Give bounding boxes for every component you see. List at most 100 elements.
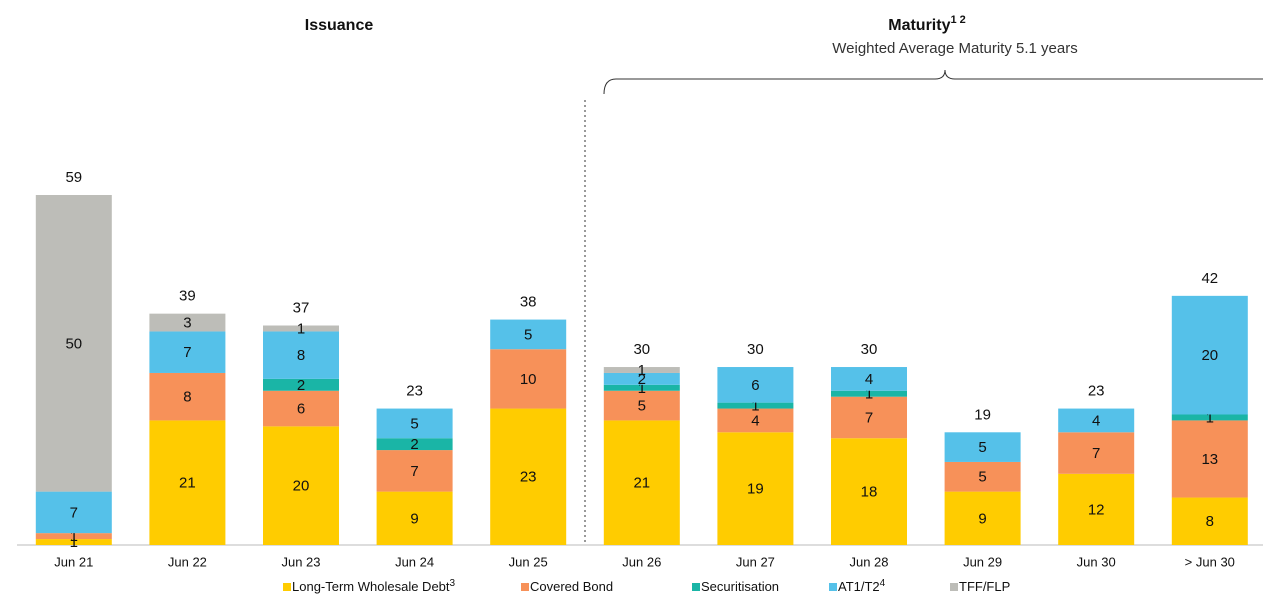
bar-segment bbox=[1171, 420, 1248, 498]
segment-label: 12 bbox=[1088, 501, 1105, 518]
chart-title: Issuance bbox=[305, 17, 374, 34]
title-superscript: 1 2 bbox=[950, 14, 965, 26]
segment-label: 7 bbox=[410, 463, 418, 480]
segment-label: 4 bbox=[1092, 412, 1100, 429]
bar-segment bbox=[490, 408, 567, 545]
segment-label: 3 bbox=[183, 315, 191, 332]
total-label: 42 bbox=[1201, 270, 1218, 287]
legend-label: TFF/FLP bbox=[959, 579, 1010, 594]
legend-swatch bbox=[521, 583, 529, 591]
segment-label: 20 bbox=[1201, 347, 1218, 364]
segment-label: 2 bbox=[297, 377, 305, 394]
total-label: 30 bbox=[747, 341, 764, 358]
x-tick-label: > Jun 30 bbox=[1185, 554, 1235, 569]
bar-segment bbox=[1171, 414, 1248, 421]
segment-label: 2 bbox=[638, 371, 646, 388]
bar-segment bbox=[376, 491, 453, 545]
bar-segment bbox=[831, 438, 907, 545]
legend-name: Covered Bond bbox=[530, 579, 613, 594]
segment-label: 21 bbox=[633, 475, 650, 492]
segment-label: 1 bbox=[865, 386, 873, 403]
bar-segment bbox=[376, 450, 453, 492]
bar-segment bbox=[831, 390, 907, 397]
x-tick-label: Jun 22 bbox=[168, 554, 207, 569]
legend-superscript: 4 bbox=[880, 578, 886, 589]
bar-segment bbox=[35, 195, 112, 492]
bar-segment bbox=[944, 461, 1021, 492]
x-tick-label: Jun 21 bbox=[54, 554, 93, 569]
total-label: 37 bbox=[293, 299, 310, 316]
bar-segment bbox=[263, 331, 339, 379]
bar-segment bbox=[944, 432, 1021, 462]
segment-label: 2 bbox=[410, 436, 418, 453]
legend-name: Long-Term Wholesale Debt bbox=[292, 579, 450, 594]
total-label: 30 bbox=[861, 341, 878, 358]
total-label: 23 bbox=[406, 383, 423, 400]
total-label: 59 bbox=[65, 169, 82, 186]
bar-segment bbox=[603, 367, 680, 373]
segment-label: 5 bbox=[978, 439, 986, 456]
segment-label: 50 bbox=[65, 335, 82, 352]
legend-name: TFF/FLP bbox=[959, 579, 1010, 594]
segment-label: 19 bbox=[747, 481, 764, 498]
bar-segment bbox=[1058, 432, 1135, 474]
bar-segment bbox=[149, 313, 226, 332]
total-label: 38 bbox=[520, 294, 537, 311]
bar-segment bbox=[1171, 497, 1248, 545]
segment-label: 5 bbox=[978, 469, 986, 486]
total-label: 39 bbox=[179, 288, 196, 305]
legend-swatch bbox=[829, 583, 837, 591]
segment-label: 1 bbox=[638, 362, 646, 379]
legend-label: Securitisation bbox=[701, 579, 779, 594]
bar-segment bbox=[149, 420, 226, 545]
legend-label: AT1/T24 bbox=[838, 578, 886, 595]
segment-label: 8 bbox=[1206, 513, 1214, 530]
legend-superscript: 3 bbox=[450, 578, 456, 589]
segment-label: 8 bbox=[297, 347, 305, 364]
bar-segment bbox=[603, 390, 680, 421]
segment-label: 6 bbox=[297, 401, 305, 418]
segment-label: 4 bbox=[751, 412, 759, 429]
legend-name: Securitisation bbox=[701, 579, 779, 594]
legend-swatch bbox=[283, 583, 291, 591]
segment-label: 13 bbox=[1201, 451, 1218, 468]
segment-label: 8 bbox=[183, 389, 191, 406]
segment-label: 1 bbox=[1206, 409, 1214, 426]
legend-swatch bbox=[692, 583, 700, 591]
legend-label: Long-Term Wholesale Debt3 bbox=[292, 578, 456, 595]
segment-label: 6 bbox=[751, 377, 759, 394]
segment-label: 1 bbox=[70, 528, 78, 545]
segment-label: 20 bbox=[293, 478, 310, 495]
total-label: 23 bbox=[1088, 383, 1105, 400]
brace bbox=[603, 69, 1263, 95]
segment-label: 9 bbox=[410, 510, 418, 527]
segment-label: 7 bbox=[1092, 445, 1100, 462]
x-tick-label: Jun 25 bbox=[509, 554, 548, 569]
segment-label: 7 bbox=[70, 504, 78, 521]
bar-segment bbox=[603, 420, 680, 545]
total-label: 19 bbox=[974, 406, 991, 423]
bar-segment bbox=[717, 402, 794, 409]
segment-label: 1 bbox=[70, 534, 78, 551]
legend-swatch bbox=[950, 583, 958, 591]
segment-label: 18 bbox=[861, 484, 878, 501]
bar-segment bbox=[717, 367, 794, 403]
x-tick-label: Jun 28 bbox=[849, 554, 888, 569]
segment-label: 5 bbox=[524, 326, 532, 343]
bar-segment bbox=[717, 408, 794, 433]
segment-label: 1 bbox=[638, 380, 646, 397]
segment-label: 1 bbox=[297, 320, 305, 337]
bar-segment bbox=[149, 331, 226, 373]
segment-label: 7 bbox=[865, 409, 873, 426]
bar-segment bbox=[944, 491, 1021, 545]
x-tick-label: Jun 26 bbox=[622, 554, 661, 569]
x-tick-label: Jun 24 bbox=[395, 554, 434, 569]
x-tick-label: Jun 27 bbox=[736, 554, 775, 569]
bar-segment bbox=[490, 349, 567, 409]
bar-segment bbox=[263, 325, 339, 332]
legend-label: Covered Bond bbox=[530, 579, 613, 594]
bar-segment bbox=[376, 438, 453, 451]
bar-segment bbox=[376, 408, 453, 439]
segment-label: 7 bbox=[183, 344, 191, 361]
x-tick-label: Jun 30 bbox=[1077, 554, 1116, 569]
